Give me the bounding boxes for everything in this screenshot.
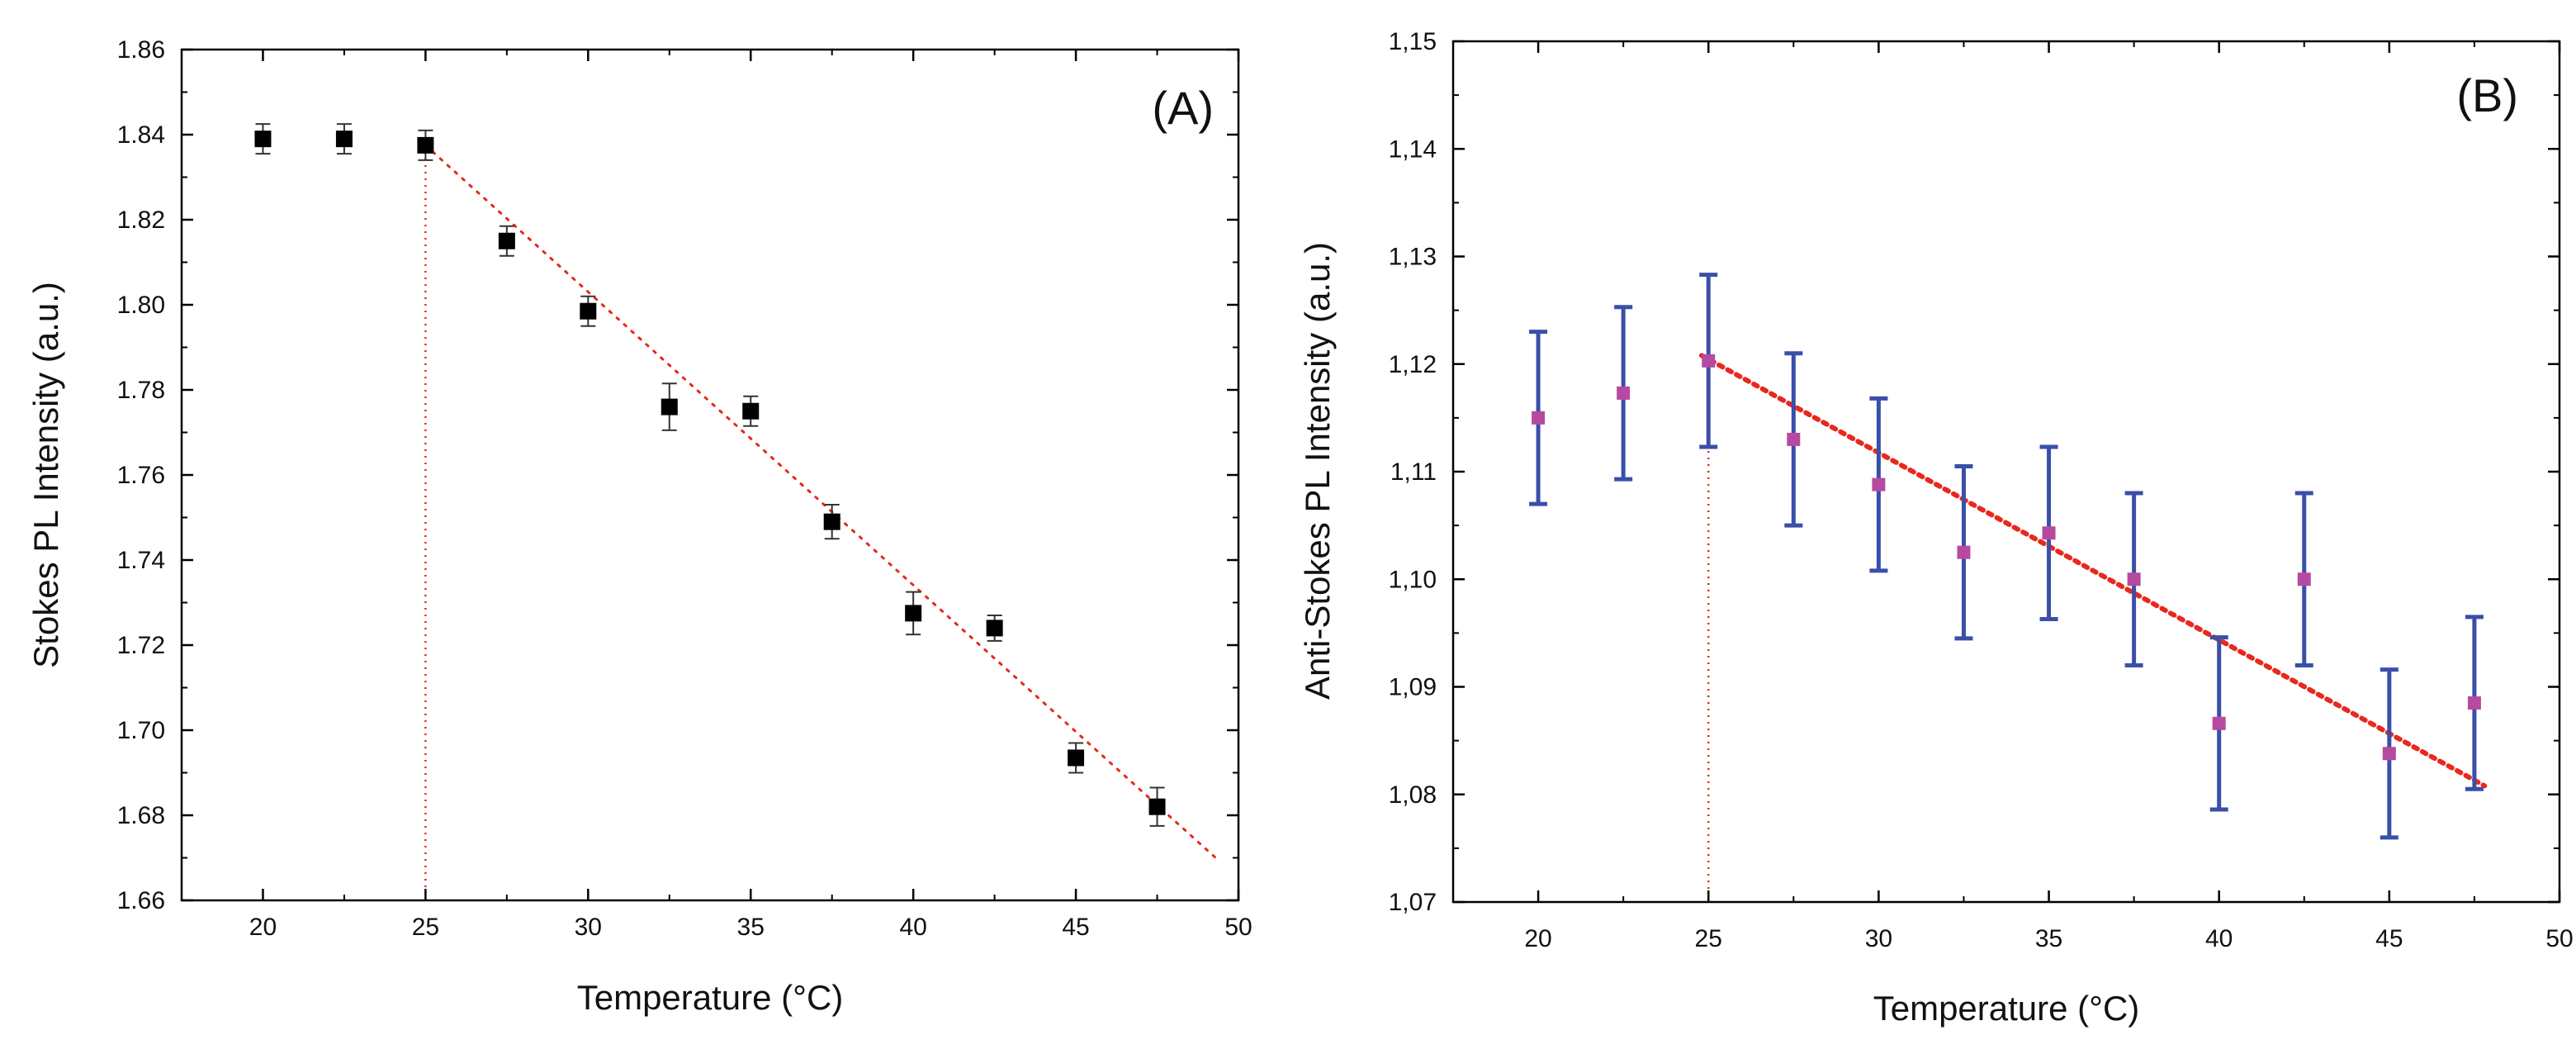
y-tick-label: 1,13 bbox=[1389, 244, 1437, 271]
x-tick-label: 25 bbox=[1695, 925, 1722, 952]
x-tick-label: 40 bbox=[899, 914, 926, 941]
data-point bbox=[1617, 386, 1631, 400]
y-tick-label: 1.68 bbox=[117, 802, 165, 829]
x-axis-title: Temperature (°C) bbox=[1873, 989, 2140, 1028]
errorbar-layer bbox=[1529, 273, 2484, 840]
x-tick-label: 20 bbox=[1524, 925, 1551, 952]
data-point bbox=[2467, 696, 2481, 710]
fit-layer bbox=[1698, 353, 2488, 902]
y-axis-title: Anti-Stokes PL Intensity (a.u.) bbox=[1298, 242, 1337, 700]
data-point bbox=[417, 136, 434, 154]
y-tick-label: 1.66 bbox=[117, 887, 165, 914]
y-axis-ticks: 1,07 1,08 1,09 1,10 1,11 1,12 1,13 1,14 1,15 bbox=[1389, 28, 2559, 916]
plot-frame bbox=[1451, 40, 2561, 904]
y-axis-title: Stokes PL Intensity (a.u.) bbox=[26, 282, 65, 668]
data-point bbox=[823, 513, 841, 530]
data-point bbox=[1148, 798, 1166, 815]
marker-layer bbox=[254, 131, 1166, 815]
x-tick-label: 45 bbox=[1062, 914, 1089, 941]
data-point bbox=[742, 402, 760, 420]
x-tick-label: 20 bbox=[249, 914, 277, 941]
linear-fit-line bbox=[1698, 353, 2488, 789]
data-point bbox=[335, 131, 353, 148]
data-point bbox=[1787, 432, 1801, 446]
data-point bbox=[986, 620, 1003, 637]
y-tick-label: 1,15 bbox=[1389, 28, 1437, 55]
data-point bbox=[2042, 526, 2056, 540]
data-point bbox=[580, 302, 597, 320]
y-tick-label: 1,11 bbox=[1390, 458, 1437, 486]
data-point bbox=[2212, 716, 2226, 730]
x-axis-title: Temperature (°C) bbox=[577, 978, 844, 1017]
x-tick-label: 35 bbox=[737, 914, 765, 941]
x-axis-ticks: 20 25 30 35 40 45 50 bbox=[1524, 41, 2574, 952]
y-tick-label: 1.82 bbox=[117, 207, 165, 234]
x-tick-label: 35 bbox=[2035, 925, 2062, 952]
x-tick-label: 40 bbox=[2205, 925, 2233, 952]
y-tick-label: 1,07 bbox=[1389, 889, 1437, 916]
chart-panel-a: 20 25 30 35 40 45 50 1.661.681.701.721.741.761… bbox=[26, 36, 1252, 1017]
errorbar-layer bbox=[255, 123, 1165, 827]
y-tick-label: 1.84 bbox=[117, 121, 165, 149]
y-tick-label: 1,09 bbox=[1389, 674, 1437, 701]
data-point bbox=[2382, 747, 2396, 761]
y-tick-label: 1.70 bbox=[117, 717, 165, 744]
linear-fit-line bbox=[424, 144, 1217, 859]
y-axis-ticks: 1.66 1.68 1.70 1.72 1.74 1.76 1.78 1.80 1.82 1.84… bbox=[117, 36, 1238, 914]
y-tick-label: 1.72 bbox=[117, 632, 165, 659]
y-tick-label: 1.80 bbox=[117, 292, 165, 319]
panel-label: (B) bbox=[2456, 69, 2518, 121]
chart-panel-b: 20 25 30 35 40 45 50 1,071,081,091,101,111,121… bbox=[1298, 28, 2574, 1028]
x-tick-label: 45 bbox=[2375, 925, 2403, 952]
data-point bbox=[2297, 572, 2311, 586]
x-tick-label: 50 bbox=[1224, 914, 1252, 941]
y-tick-label: 1,10 bbox=[1389, 566, 1437, 593]
y-tick-label: 1,08 bbox=[1389, 781, 1437, 809]
data-point bbox=[1872, 477, 1886, 491]
y-tick-label: 1.78 bbox=[117, 377, 165, 404]
x-tick-label: 25 bbox=[412, 914, 439, 941]
y-tick-label: 1,14 bbox=[1389, 135, 1437, 163]
data-point bbox=[661, 398, 678, 415]
data-point bbox=[1702, 354, 1716, 368]
x-axis-ticks: 20 25 30 35 40 45 50 bbox=[249, 50, 1252, 941]
data-point bbox=[498, 232, 515, 249]
data-point bbox=[1068, 749, 1085, 767]
data-point bbox=[254, 131, 272, 148]
y-tick-label: 1.76 bbox=[117, 462, 165, 489]
x-tick-label: 50 bbox=[2545, 925, 2573, 952]
panel-label: (A) bbox=[1152, 82, 1214, 134]
x-tick-label: 30 bbox=[1865, 925, 1892, 952]
data-point bbox=[1957, 545, 1971, 559]
data-point bbox=[2127, 572, 2141, 586]
fit-layer bbox=[424, 144, 1217, 900]
data-point bbox=[905, 605, 922, 622]
y-tick-label: 1.74 bbox=[117, 547, 165, 574]
y-tick-label: 1.86 bbox=[117, 36, 165, 64]
x-tick-label: 30 bbox=[575, 914, 602, 941]
marker-layer bbox=[1532, 354, 2481, 761]
y-tick-label: 1,12 bbox=[1389, 351, 1437, 378]
data-point bbox=[1532, 411, 1546, 425]
